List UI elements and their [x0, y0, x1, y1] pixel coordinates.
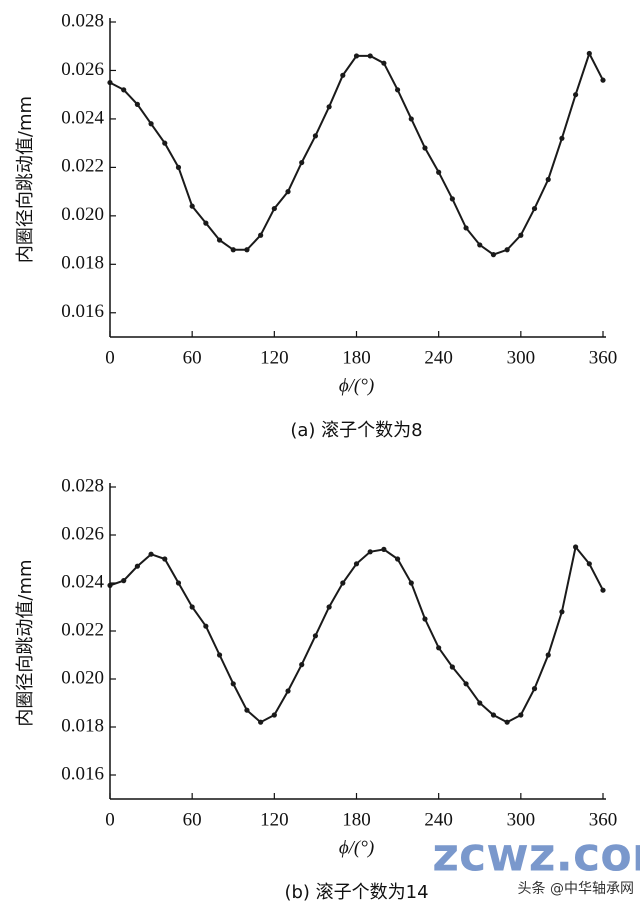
x-tick-label: 0: [105, 809, 115, 830]
y-tick-label: 0.020: [61, 667, 104, 688]
data-line: [109, 544, 604, 724]
x-tick-label: 360: [589, 347, 618, 368]
x-tick-label: 60: [183, 809, 202, 830]
y-tick-label: 0.016: [61, 301, 104, 322]
y-tick-label: 0.026: [61, 59, 104, 80]
y-tick-label: 0.028: [61, 10, 104, 31]
y-tick-label: 0.022: [61, 156, 104, 177]
x-tick-label: 60: [183, 347, 202, 368]
x-tick-label: 180: [342, 809, 371, 830]
x-tick-label: 240: [424, 809, 453, 830]
y-tick-label: 0.016: [61, 763, 104, 784]
x-tick-label: 180: [342, 347, 371, 368]
watermark-site: zcwz.com: [432, 828, 640, 882]
y-tick-label: 0.022: [61, 619, 104, 640]
x-axis-label: ϕ/(°): [339, 837, 374, 858]
y-tick-label: 0.028: [61, 475, 104, 496]
x-tick-label: 300: [507, 809, 536, 830]
y-tick-label: 0.020: [61, 204, 104, 225]
x-tick-label: 0: [105, 347, 115, 368]
y-tick-label: 0.026: [61, 523, 104, 544]
x-tick-label: 360: [589, 809, 618, 830]
x-tick-label: 120: [260, 347, 289, 368]
y-axis-label: 内圈径向跳动值/mm: [15, 559, 36, 726]
x-axis-label: ϕ/(°): [339, 375, 374, 396]
caption: (a) 滚子个数为8: [290, 420, 422, 441]
y-axis-label: 内圈径向跳动值/mm: [15, 96, 36, 263]
x-tick-label: 300: [507, 347, 536, 368]
x-tick-label: 240: [424, 347, 453, 368]
y-tick-label: 0.024: [61, 107, 104, 128]
x-tick-label: 120: [260, 809, 289, 830]
y-tick-label: 0.018: [61, 253, 104, 274]
watermark-account: 头条 @中华轴承网: [518, 880, 634, 897]
y-tick-label: 0.024: [61, 571, 104, 592]
data-line: [109, 50, 604, 256]
caption: (b) 滚子个数为14: [284, 882, 428, 903]
y-tick-label: 0.018: [61, 715, 104, 736]
